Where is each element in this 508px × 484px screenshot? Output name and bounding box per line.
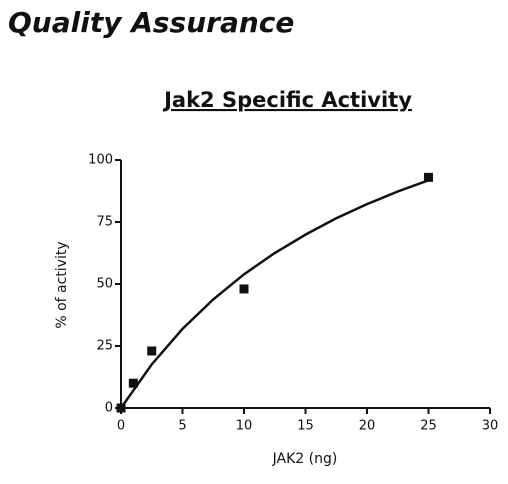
data-point bbox=[424, 172, 433, 182]
fit-curve bbox=[119, 179, 429, 409]
y-tick-label: 75 bbox=[96, 215, 113, 230]
y-axis-label: % of activity bbox=[54, 241, 70, 328]
chart-title: Jak2 Specific Activity bbox=[162, 88, 412, 112]
data-point bbox=[239, 284, 249, 294]
data-point bbox=[116, 403, 126, 413]
y-tick-label: 0 bbox=[105, 401, 113, 416]
y-tick-label: 50 bbox=[96, 277, 113, 292]
x-tick-label: 10 bbox=[236, 419, 253, 434]
page-title: Quality Assurance bbox=[8, 6, 294, 39]
data-point bbox=[147, 346, 157, 356]
x-tick-label: 30 bbox=[482, 419, 499, 434]
y-tick-label: 25 bbox=[96, 339, 113, 354]
x-tick-label: 15 bbox=[297, 419, 314, 434]
y-tick-label: 100 bbox=[88, 153, 113, 168]
x-tick-label: 25 bbox=[420, 419, 437, 434]
x-tick-label: 20 bbox=[359, 419, 376, 434]
x-tick-label: 5 bbox=[178, 419, 186, 434]
data-point bbox=[128, 378, 138, 388]
x-axis-label: JAK2 (ng) bbox=[272, 451, 338, 467]
x-tick-label: 0 bbox=[117, 419, 125, 434]
